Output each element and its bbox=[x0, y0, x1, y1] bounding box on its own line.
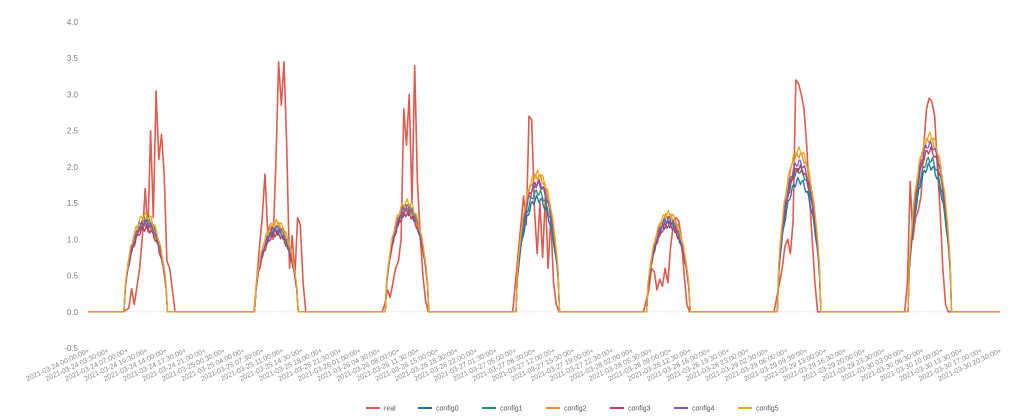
series-line-config4 bbox=[88, 141, 1000, 313]
y-tick-label: 3.5 bbox=[67, 54, 79, 63]
y-tick-label: 2.5 bbox=[67, 127, 79, 136]
x-axis-ticks: 2021-03-24 00:00:00+2021-03-24 03:30:00+… bbox=[25, 347, 1003, 383]
legend-label-config0: config0 bbox=[436, 406, 459, 413]
legend: real config0 config1 config2 config3 config4 c… bbox=[366, 406, 779, 413]
legend-label-config5: config5 bbox=[756, 406, 779, 413]
y-tick-label: 2.0 bbox=[67, 163, 79, 172]
y-tick-label: 1.0 bbox=[67, 235, 79, 244]
y-tick-label: -0.5 bbox=[64, 344, 78, 353]
y-tick-label: 0.5 bbox=[67, 272, 79, 281]
legend-label-config1: config1 bbox=[500, 406, 523, 413]
y-tick-label: 3.0 bbox=[67, 90, 79, 99]
legend-label-config4: config4 bbox=[692, 406, 715, 413]
legend-label-config2: config2 bbox=[564, 406, 587, 413]
series-layer bbox=[88, 61, 1000, 313]
series-line-config5 bbox=[88, 131, 1000, 313]
legend-label-real: real bbox=[384, 406, 396, 413]
y-tick-label: 4.0 bbox=[67, 18, 79, 27]
y-axis-ticks: 4.0 3.5 3.0 2.5 2.0 1.5 1.0 0.5 0.0 -0.5 bbox=[64, 18, 78, 353]
y-tick-label: 0.0 bbox=[67, 308, 79, 317]
y-tick-label: 1.5 bbox=[67, 199, 79, 208]
series-line-real bbox=[88, 61, 1000, 313]
legend-label-config3: config3 bbox=[628, 406, 651, 413]
